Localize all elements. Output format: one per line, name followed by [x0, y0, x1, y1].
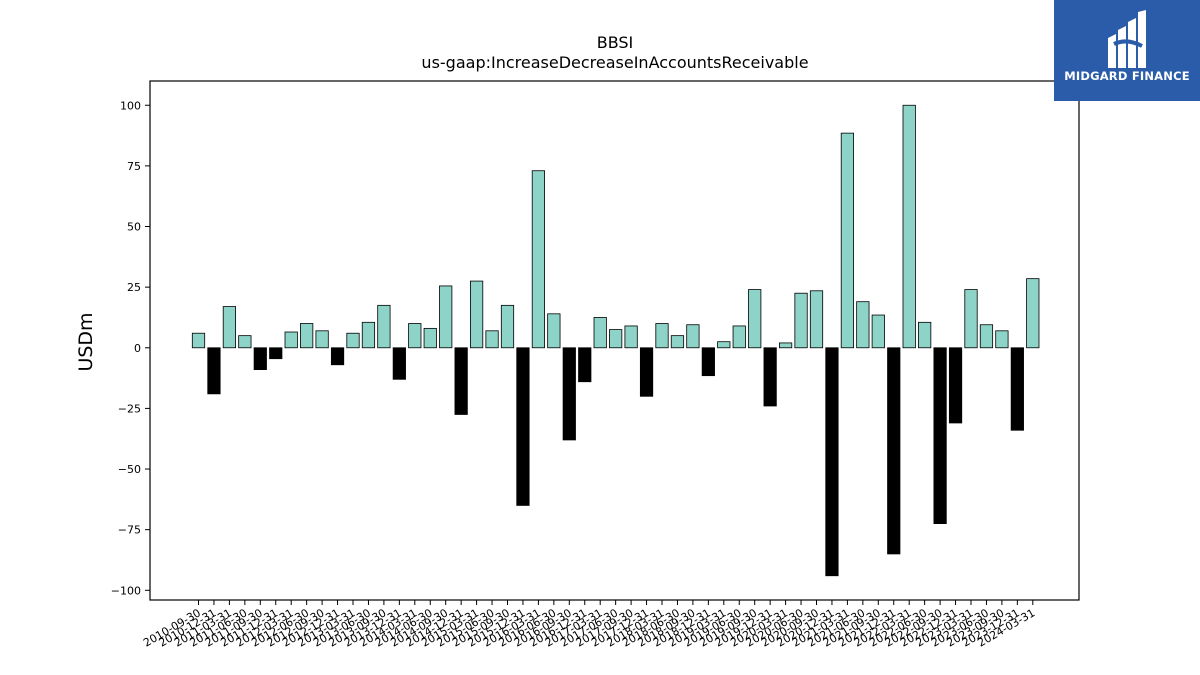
- bar-2019-06-30: [732, 325, 746, 349]
- x-axis: 2010-09-302010-12-312011-03-312011-06-30…: [141, 600, 1037, 650]
- bar-2024-03-31: [1026, 278, 1040, 349]
- y-axis: 100 75 50 25 0 −25 −50 −75 −100: [111, 99, 150, 597]
- bar-2016-06-30: [547, 313, 561, 349]
- bar-2022-06-30: [918, 321, 932, 349]
- bar-2020-09-30: [809, 290, 824, 349]
- bar-2017-12-31: [639, 347, 654, 397]
- bar-2012-09-30: [315, 330, 329, 349]
- bar-2020-12-31: [825, 347, 839, 577]
- y-tick-label: 75: [127, 160, 141, 173]
- bar-2015-06-30: [485, 330, 499, 349]
- y-tick-label: −25: [118, 402, 141, 415]
- bar-2018-06-30: [670, 335, 685, 349]
- bar-2015-03-31: [469, 280, 484, 349]
- bar-2022-09-30: [933, 347, 947, 525]
- bar-2022-03-31: [902, 104, 916, 349]
- bar-series: [191, 104, 1040, 577]
- bar-2019-03-31: [717, 341, 731, 349]
- bar-2023-06-30: [979, 324, 994, 349]
- bar-2020-06-30: [794, 292, 808, 349]
- bar-2016-09-30: [562, 347, 576, 441]
- brand-name: MIDGARD FINANCE: [1064, 69, 1190, 83]
- bar-2015-12-31: [516, 347, 530, 506]
- bar-2012-03-31: [284, 331, 298, 349]
- y-tick-label: 100: [120, 99, 141, 112]
- bar-2023-09-30: [995, 330, 1009, 349]
- bar-2010-12-31: [207, 347, 221, 395]
- chart-subtitle: us-gaap:IncreaseDecreaseInAccountsReceiv…: [421, 53, 808, 72]
- bar-2023-03-31: [964, 289, 978, 349]
- chart-title: BBSI: [597, 33, 634, 52]
- bar-2016-03-31: [531, 170, 546, 349]
- bar-2012-06-30: [300, 323, 314, 349]
- bar-2021-09-30: [871, 314, 885, 349]
- bar-2011-06-30: [238, 335, 252, 349]
- bar-2019-09-30: [748, 289, 762, 349]
- bar-2019-12-31: [763, 347, 777, 407]
- bar-2021-03-31: [840, 132, 855, 349]
- bar-2013-12-31: [392, 347, 406, 380]
- y-tick-label: 25: [127, 281, 141, 294]
- bar-2012-12-31: [330, 347, 345, 366]
- bar-2014-12-31: [454, 347, 468, 415]
- y-tick-label: −50: [118, 463, 141, 476]
- bar-2017-09-30: [624, 325, 638, 349]
- bar-2021-06-30: [856, 301, 870, 349]
- bar-2017-06-30: [609, 329, 623, 349]
- plot-frame: [149, 80, 1080, 601]
- y-axis-label: USDm: [75, 312, 97, 371]
- bar-2010-09-30: [191, 332, 206, 349]
- y-tick-label: −100: [111, 584, 141, 597]
- bar-2016-12-31: [578, 347, 592, 383]
- midgard-logo-icon: [1108, 10, 1146, 68]
- bar-2018-03-31: [655, 323, 669, 349]
- bar-2011-09-30: [253, 347, 267, 371]
- bar-2013-06-30: [361, 321, 376, 349]
- bar-2020-03-31: [779, 342, 793, 349]
- bar-2014-06-30: [423, 327, 437, 349]
- bar-2022-12-31: [948, 347, 963, 424]
- bar-2018-12-31: [701, 347, 715, 377]
- bar-2023-12-31: [1010, 347, 1024, 431]
- brand-logo: MIDGARD FINANCE: [1054, 0, 1200, 101]
- bar-2021-12-31: [887, 347, 901, 555]
- bar-2014-03-31: [408, 323, 422, 349]
- bar-2015-09-30: [500, 304, 515, 349]
- bar-2013-09-30: [377, 304, 391, 349]
- bar-2011-12-31: [269, 347, 283, 360]
- y-tick-label: −75: [118, 524, 141, 537]
- y-tick-label: 0: [134, 342, 141, 355]
- bar-2011-03-31: [222, 306, 236, 349]
- bar-2018-09-30: [686, 324, 700, 349]
- bar-2017-03-31: [593, 317, 607, 349]
- bar-2013-03-31: [346, 332, 360, 349]
- y-tick-label: 50: [127, 221, 141, 234]
- bar-2014-09-30: [439, 285, 453, 349]
